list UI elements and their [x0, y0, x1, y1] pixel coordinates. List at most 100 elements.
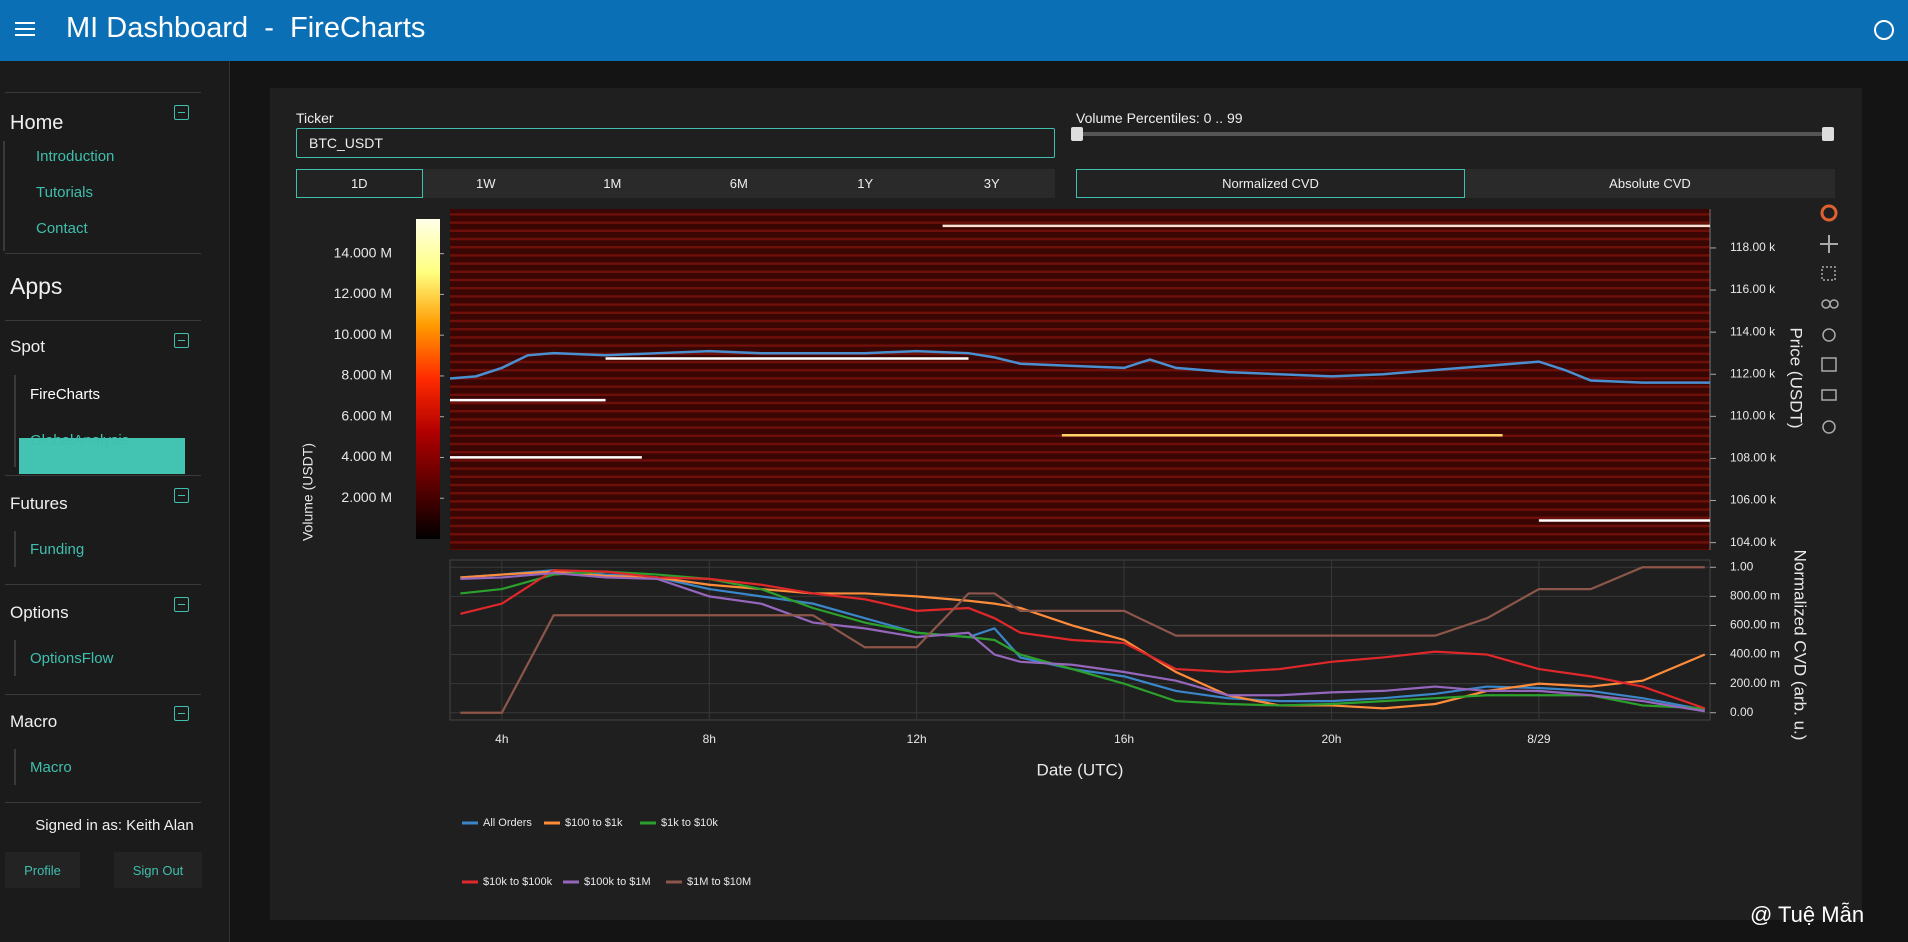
price-line: [449, 349, 1710, 384]
user-icon[interactable]: [1874, 20, 1894, 40]
range-tab[interactable]: 1M: [603, 176, 622, 191]
x-axis-title: Date (UTC): [1037, 760, 1124, 779]
signed-in: Signed in as: Keith Alan: [35, 817, 194, 834]
active-nav[interactable]: [19, 438, 185, 474]
menu-bar: [15, 34, 35, 36]
separator: [5, 694, 201, 695]
y-tick-label: 0.00: [1730, 705, 1754, 719]
y-axis-title: Normalized CVD (arb. u.): [1791, 550, 1810, 741]
zoom-icon[interactable]: [1821, 266, 1836, 281]
nav-rail: [14, 749, 16, 785]
range-tab[interactable]: 1Y: [857, 176, 874, 191]
nav-link[interactable]: Tutorials: [36, 184, 93, 201]
y-tick-label: 114.00 k: [1730, 324, 1776, 338]
nav-rail: [14, 640, 16, 676]
slider-handle[interactable]: [1822, 127, 1834, 141]
range-tab[interactable]: 6M: [729, 176, 748, 191]
separator: [5, 802, 201, 803]
colorbar-tick-label: 8.000 M: [341, 367, 392, 383]
y-tick-label: 800.00 m: [1730, 589, 1780, 603]
save-icon[interactable]: [1821, 357, 1837, 372]
legend-label: $100 to $1k: [565, 817, 623, 829]
separator: [5, 320, 201, 321]
y-tick-label: 104.00 k: [1730, 535, 1777, 549]
section-title: Apps: [10, 273, 63, 299]
cvd-line: [460, 570, 1705, 710]
collapse-button[interactable]: [174, 333, 189, 348]
y-tick-label: 112.00 k: [1730, 366, 1776, 380]
profile-button[interactable]: Profile: [5, 852, 80, 888]
colorbar-tick-label: 12.000 M: [334, 285, 392, 301]
zoom-in-icon[interactable]: [1821, 299, 1831, 309]
group-title: Options: [10, 603, 69, 622]
legend-label: $1M to $10M: [687, 876, 751, 888]
collapse-button[interactable]: [174, 706, 189, 721]
nav-link[interactable]: Contact: [36, 220, 88, 237]
range-bar: [296, 169, 1055, 198]
separator: [5, 475, 201, 476]
mode-tab[interactable]: Absolute CVD: [1609, 176, 1691, 191]
range-tab[interactable]: 1D: [296, 169, 423, 198]
y-axis-title: Price (USDT): [1787, 327, 1806, 428]
nav-rail: [3, 141, 5, 251]
group-title: Spot: [10, 337, 45, 356]
heatmap-background: [450, 209, 1710, 550]
slider-track: [1076, 132, 1828, 136]
nav-link[interactable]: FireCharts: [30, 386, 101, 403]
modebar: [1820, 204, 1839, 434]
collapse-button[interactable]: [174, 105, 189, 120]
y-tick-label: 200.00 m: [1730, 676, 1780, 690]
colorbar-tick-label: 2.000 M: [341, 489, 392, 505]
pan-icon[interactable]: [1820, 235, 1838, 253]
section-title: Home: [10, 112, 64, 134]
range-tab[interactable]: 3Y: [983, 176, 1000, 191]
group-title: Macro: [10, 712, 58, 731]
colorbar-tick-label: 6.000 M: [341, 407, 392, 423]
x-tick-label: 12h: [907, 732, 927, 746]
y-tick-label: 106.00 k: [1730, 493, 1777, 507]
mode-tab[interactable]: Normalized CVD: [1076, 169, 1465, 198]
percentile-label: Volume Percentiles: 0 .. 99: [1076, 110, 1243, 126]
watermark: @ Tuệ Mẫn: [1750, 902, 1865, 927]
range-tab[interactable]: 1W: [476, 176, 496, 191]
nav-link[interactable]: Macro: [30, 759, 72, 776]
sidebar: Home Introduction Tutorials Contact Apps…: [0, 61, 230, 942]
colorbar: [416, 219, 440, 539]
ticker-input[interactable]: BTC_USDT: [296, 128, 1055, 158]
x-tick-label: 4h: [495, 732, 508, 746]
reset-icon[interactable]: [1822, 328, 1836, 342]
colorbar-title: Volume (USDT): [300, 443, 316, 541]
colorbar-tick-label: 14.000 M: [334, 244, 392, 260]
cvd-line: [460, 569, 1706, 710]
nav-link[interactable]: GlobalAnalysis: [30, 432, 130, 449]
legend-label: All Orders: [483, 817, 532, 829]
x-tick-label: 8/29: [1527, 732, 1551, 746]
zoom-out-icon[interactable]: [1829, 299, 1839, 309]
nav-rail: [14, 375, 16, 467]
hover-icon[interactable]: [1821, 389, 1837, 401]
header: MI Dashboard - FireCharts: [0, 0, 1908, 61]
separator: [5, 92, 201, 93]
collapse-button[interactable]: [174, 597, 189, 612]
sign-out-button[interactable]: Sign Out: [114, 852, 202, 888]
nav-link[interactable]: Funding: [30, 541, 85, 558]
y-tick-label: 118.00 k: [1730, 240, 1776, 254]
legend-label: $10k to $100k: [483, 876, 553, 888]
group-title: Futures: [10, 494, 68, 513]
y-tick-label: 110.00 k: [1730, 409, 1776, 423]
spike-icon[interactable]: [1822, 420, 1836, 434]
y-tick-label: 108.00 k: [1730, 451, 1777, 465]
collapse-button[interactable]: [174, 488, 189, 503]
nav-rail: [14, 531, 16, 567]
y-tick-label: 600.00 m: [1730, 618, 1780, 632]
colorbar-tick-label: 4.000 M: [341, 448, 392, 464]
nav-link[interactable]: Introduction: [36, 148, 115, 165]
menu-bar: [15, 22, 35, 24]
slider-handle[interactable]: [1071, 127, 1083, 141]
x-tick-label: 20h: [1321, 732, 1341, 746]
y-tick-label: 400.00 m: [1730, 647, 1780, 661]
nav-link[interactable]: OptionsFlow: [30, 650, 114, 667]
logo-icon[interactable]: [1820, 204, 1838, 222]
